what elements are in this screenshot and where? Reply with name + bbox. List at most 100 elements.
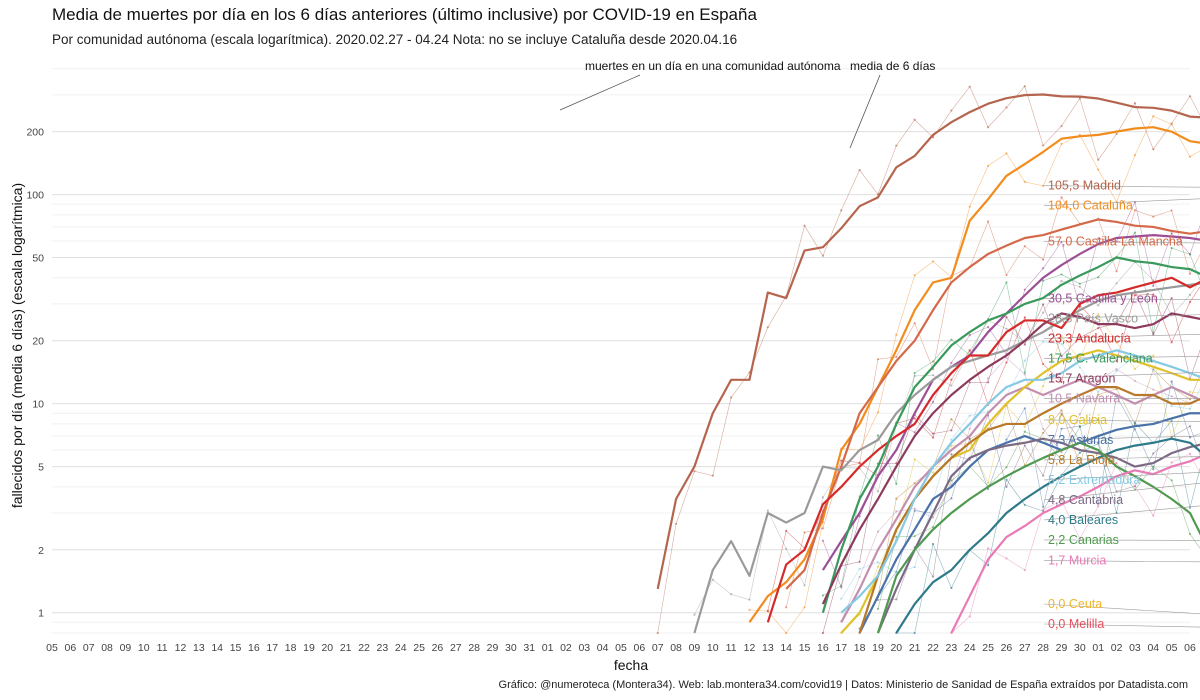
daily-point <box>1023 503 1026 507</box>
x-tick-label: 18 <box>285 642 297 654</box>
daily-point <box>968 438 971 441</box>
daily-point <box>1005 478 1008 481</box>
label-leader <box>1043 456 1200 461</box>
daily-point <box>1188 532 1192 536</box>
series-line <box>656 93 1200 590</box>
daily-point <box>950 453 953 456</box>
x-tick-label: 20 <box>321 642 333 654</box>
daily-point <box>840 209 843 212</box>
daily-point <box>1097 313 1100 316</box>
series-line <box>821 256 1200 614</box>
daily-point <box>1042 427 1045 431</box>
x-tick-label: 25 <box>413 642 425 654</box>
daily-point <box>931 542 935 546</box>
daily-point <box>1005 281 1008 284</box>
label-leader <box>1043 603 1200 615</box>
x-axis-label: fecha <box>614 657 648 673</box>
daily-point <box>1023 288 1026 291</box>
daily-point <box>1152 465 1155 468</box>
daily-point <box>1097 505 1100 508</box>
x-tick-label: 14 <box>780 642 792 654</box>
x-tick-label: 17 <box>835 642 847 654</box>
y-axis-label: fallecidos por día (media 6 días) (escal… <box>9 183 25 508</box>
x-tick-label: 19 <box>872 642 884 654</box>
x-tick-label: 21 <box>340 642 352 654</box>
daily-point <box>785 547 788 550</box>
series-line <box>876 437 1200 634</box>
series-end-label: 17,5 C. Valenciana <box>1048 351 1153 365</box>
x-tick-label: 06 <box>1184 642 1196 654</box>
daily-point <box>986 325 990 329</box>
annotation-daily: muertes en un día en una comunidad autón… <box>585 59 841 73</box>
daily-point <box>1152 333 1155 336</box>
daily-point <box>748 608 751 611</box>
daily-point <box>1023 425 1026 428</box>
daily-point <box>1170 297 1173 300</box>
daily-point <box>931 575 935 578</box>
daily-point <box>1042 505 1045 508</box>
series-end-label: 57,0 Castilla-La Mancha <box>1048 235 1183 249</box>
daily-point <box>1115 367 1118 371</box>
x-tick-label: 16 <box>817 642 829 654</box>
daily-point <box>1188 253 1192 256</box>
daily-point <box>913 274 916 277</box>
label-leader <box>1043 472 1200 481</box>
series-line <box>785 218 1200 590</box>
daily-point <box>766 609 769 612</box>
daily-point <box>1078 451 1081 454</box>
daily-point <box>1152 468 1155 471</box>
daily-line <box>767 286 1200 611</box>
label-leader <box>1043 505 1200 521</box>
series-end-label: 7,3 Asturias <box>1048 433 1113 447</box>
daily-point <box>1170 123 1173 126</box>
daily-point <box>1042 311 1045 314</box>
daily-point <box>803 584 806 587</box>
daily-point <box>895 510 898 513</box>
daily-point <box>693 470 696 473</box>
daily-point <box>1188 293 1192 296</box>
daily-point <box>950 338 953 341</box>
x-tick-label: 29 <box>1056 642 1068 654</box>
daily-line <box>785 196 1200 608</box>
annotation-average: media de 6 días <box>850 59 935 73</box>
daily-point <box>785 631 788 635</box>
daily-point <box>711 474 714 477</box>
daily-point <box>1188 300 1192 304</box>
series-line <box>840 349 1200 614</box>
series-end-label: 105,5 Madrid <box>1048 179 1121 193</box>
daily-point <box>950 479 953 482</box>
daily-point <box>1078 425 1081 428</box>
y-tick-label: 50 <box>32 253 44 265</box>
daily-point <box>1060 409 1063 412</box>
daily-point <box>1115 461 1118 465</box>
annotation-leader <box>559 74 641 111</box>
series-end-label: 23,3 Andalucía <box>1048 331 1131 345</box>
x-tick-label: 27 <box>1019 642 1031 654</box>
x-tick-label: 30 <box>505 642 517 654</box>
daily-point <box>693 613 696 616</box>
daily-point <box>1152 215 1155 218</box>
daily-point <box>1023 569 1026 572</box>
daily-point <box>1005 356 1008 359</box>
daily-point <box>1188 425 1192 428</box>
y-tick-label: 100 <box>26 190 44 202</box>
x-tick-label: 08 <box>670 642 682 654</box>
x-tick-label: 02 <box>560 642 572 654</box>
daily-point <box>821 254 825 257</box>
daily-point <box>1023 373 1026 376</box>
end-labels: 105,5 Madrid 104,0 Cataluña 57,0 Castilla-… <box>1043 179 1200 631</box>
label-leader <box>1043 185 1200 188</box>
x-tick-label: 04 <box>597 642 609 654</box>
daily-point <box>1097 442 1100 445</box>
daily-point <box>1023 407 1026 410</box>
daily-point <box>968 414 971 417</box>
daily-point <box>1060 451 1063 454</box>
daily-point <box>1005 466 1008 469</box>
x-tick-label: 25 <box>982 642 994 654</box>
x-tick-label: 29 <box>487 642 499 654</box>
series-end-label: 104,0 Cataluña <box>1048 199 1133 213</box>
daily-point <box>1042 474 1045 477</box>
label-leader <box>1043 560 1200 563</box>
daily-point <box>821 527 825 530</box>
